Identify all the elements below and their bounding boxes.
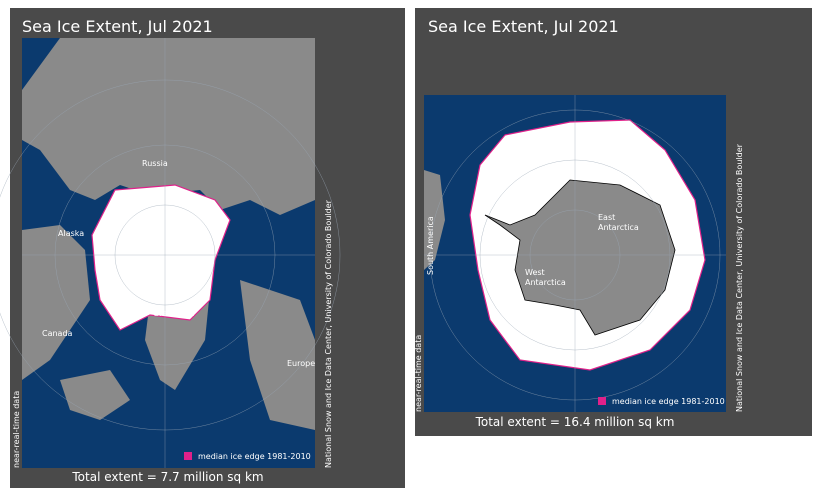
region-label: Antarctica bbox=[525, 278, 566, 287]
total-extent: Total extent = 16.4 million sq km bbox=[475, 415, 675, 429]
region-label: East bbox=[598, 213, 615, 222]
region-label: Europe bbox=[287, 359, 315, 368]
legend-swatch bbox=[184, 452, 192, 460]
data-note: near-real-time data bbox=[414, 335, 423, 412]
region-label: Russia bbox=[142, 159, 168, 168]
legend-label: median ice edge 1981-2010 bbox=[198, 452, 311, 461]
panel-title: Sea Ice Extent, Jul 2021 bbox=[22, 17, 213, 36]
credit: National Snow and Ice Data Center, Unive… bbox=[735, 143, 744, 412]
credit: National Snow and Ice Data Center, Unive… bbox=[324, 199, 333, 468]
region-label: West bbox=[525, 268, 545, 277]
region-label: Canada bbox=[42, 329, 73, 338]
total-extent: Total extent = 7.7 million sq km bbox=[71, 470, 263, 484]
antarctic-map bbox=[424, 95, 726, 412]
legend-label: median ice edge 1981-2010 bbox=[612, 397, 725, 406]
data-note: near-real-time data bbox=[12, 391, 21, 468]
panel-title: Sea Ice Extent, Jul 2021 bbox=[428, 17, 619, 36]
region-label: South America bbox=[426, 216, 435, 275]
legend-swatch bbox=[598, 397, 606, 405]
region-label: Greenland bbox=[153, 309, 195, 318]
region-label: Antarctica bbox=[598, 223, 639, 232]
arctic-map bbox=[0, 38, 341, 468]
region-label: Alaska bbox=[58, 229, 84, 238]
